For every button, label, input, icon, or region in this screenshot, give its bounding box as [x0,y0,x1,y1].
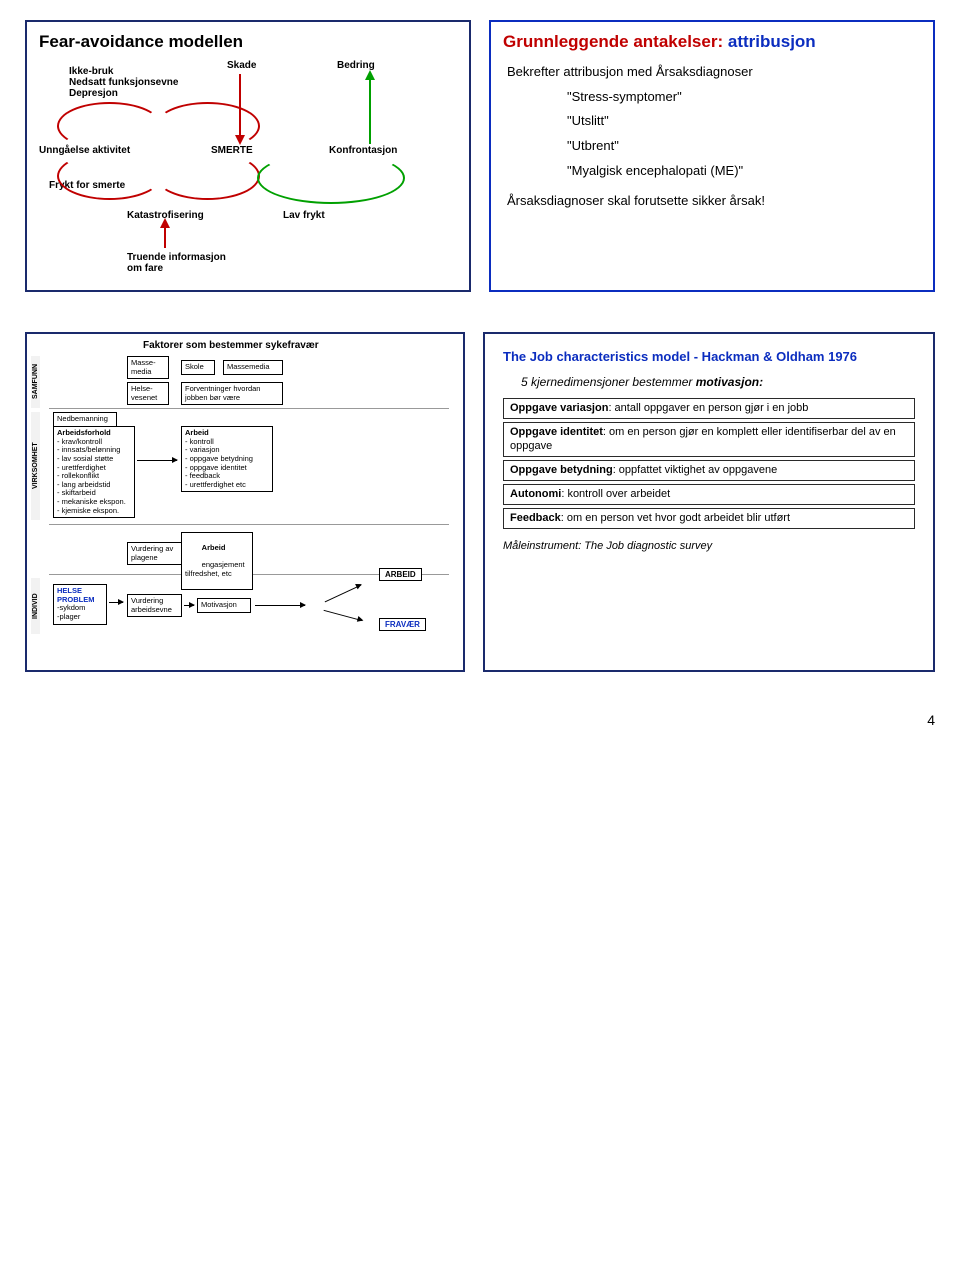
node-skade: Skade [227,60,256,71]
arrowhead-katastro [160,218,170,228]
node-ikke-bruk: Ikke-bruk Nedsatt funksjonsevne Depresjo… [69,66,178,99]
attr-symptom-0: "Stress-symptomer" [507,85,921,110]
box-fravaer-out: FRAVÆR [379,618,426,631]
br-item-4-text: : om en person vet hvor godt arbeidet bl… [561,512,790,524]
hline-2 [49,524,449,525]
row-2: Faktorer som bestemmer sykefravær SAMFUN… [25,332,935,672]
arbeidsforhold-items: - krav/kontroll - innsats/belønning - la… [57,437,126,515]
fa-title: Fear-avoidance modellen [39,32,457,52]
region-virksomhet: VIRKSOMHET [31,412,40,520]
region-individ: INDIVID [31,578,40,634]
arrow-1 [137,460,177,461]
line-skade-smerte [239,74,241,142]
attr-heading-suffix: attribusjon [728,32,816,51]
box-nedbemanning: Nedbemanning [53,412,117,427]
arrowhead-bedring [365,70,375,80]
br-sub-prefix: 5 kjernedimensjoner bestemmer [521,375,692,389]
attr-line1: Bekrefter attribusjon med Årsaksdiagnose… [507,60,921,85]
arrow-5b [324,610,363,621]
box-helse-problem: HELSE PROBLEM -sykdom -plager [53,584,107,625]
arrowhead-smerte [235,135,245,145]
arbeid-eng-title: Arbeid [202,543,226,552]
br-item-4: Feedback: om en person vet hvor godt arb… [503,508,915,529]
box-arbeid-out: ARBEID [379,568,422,581]
arbeid-items: - kontroll - variasjon - oppgave betydni… [185,437,253,489]
box-vurdering-arbeidsevne: Vurdering arbeidsevne [127,594,182,617]
br-item-0-text: : antall oppgaver en person gjør i en jo… [608,402,808,414]
arrow-4 [255,605,305,606]
attr-heading-prefix: Grunnleggende antakelser: [503,32,723,51]
br-item-3-text: : kontroll over arbeidet [561,488,670,500]
arc-bot-right [155,152,260,200]
br-item-3: Autonomi: kontroll over arbeidet [503,484,915,505]
node-lav-frykt: Lav frykt [283,210,325,221]
box-vurdering-plagene: Vurdering av plagene [127,542,182,565]
arc-top-left [57,102,162,150]
attr-symptom-3: "Myalgisk encephalopati (ME)" [507,159,921,184]
br-subtitle: 5 kjernedimensjoner bestemmer motivasjon… [521,374,915,390]
panel-sykefravaer: Faktorer som bestemmer sykefravær SAMFUN… [25,332,465,672]
region-samfunn: SAMFUNN [31,356,40,408]
box-massemedia: Masse- media [127,356,169,379]
br-item-3-label: Autonomi [510,488,561,500]
row-1: Fear-avoidance modellen Ikke-bruk Nedsat… [25,20,935,292]
br-title: The Job characteristics model - Hackman … [503,348,915,366]
bl-diagram: Faktorer som bestemmer sykefravær SAMFUN… [33,340,457,650]
panel-attribusjon: Grunnleggende antakelser: attribusjon Be… [489,20,935,292]
bl-title: Faktorer som bestemmer sykefravær [143,340,319,351]
box-helsevesenet: Helse- vesenet [127,382,169,405]
box-forventninger: Forventninger hvordan jobben bør være [181,382,283,405]
page-number: 4 [25,712,935,728]
box-arbeid-engasjement: Arbeid engasjementtilfredshet, etc [181,532,253,590]
box-motivasjon: Motivasjon [197,598,251,613]
attr-symptom-2: "Utbrent" [507,134,921,159]
line-konf-bedring [369,74,371,144]
br-item-4-label: Feedback [510,512,561,524]
box-skole: Skole [181,360,215,375]
attr-footer: Årsaksdiagnoser skal forutsette sikker å… [507,189,921,214]
br-item-1-label: Oppgave identitet [510,426,603,438]
br-item-1: Oppgave identitet: om en person gjør en … [503,422,915,458]
box-arbeid: Arbeid - kontroll - variasjon - oppgave … [181,426,273,492]
br-item-0-label: Oppgave variasjon [510,402,608,414]
helse-problem-items: -sykdom -plager [57,603,85,621]
fa-diagram: Ikke-bruk Nedsatt funksjonsevne Depresjo… [39,60,457,280]
attr-body: Bekrefter attribusjon med Årsaksdiagnose… [503,60,921,214]
br-item-2-text: : oppfattet viktighet av oppgavene [613,464,778,476]
arrow-2 [109,602,123,603]
br-body: The Job characteristics model - Hackman … [497,344,921,558]
node-truende: Truende informasjon om fare [127,252,226,274]
arc-bot-left [57,152,162,200]
attr-heading: Grunnleggende antakelser: attribusjon [503,32,921,52]
box-arbeidsforhold: Arbeidsforhold - krav/kontroll - innsats… [53,426,135,518]
attr-symptom-1: "Utslitt" [507,109,921,134]
helse-problem-title: HELSE PROBLEM [57,586,95,604]
br-item-0: Oppgave variasjon: antall oppgaver en pe… [503,398,915,419]
arbeid-eng-rest: engasjementtilfredshet, etc [185,560,245,578]
arrow-5a [325,585,362,603]
br-item-2: Oppgave betydning: oppfattet viktighet a… [503,460,915,481]
box-massemedia2: Massemedia [223,360,283,375]
arrow-3 [184,605,194,606]
arc-green-bottom [257,152,405,204]
br-item-2-label: Oppgave betydning [510,464,613,476]
br-sub-bold: motivasjon: [696,375,763,389]
hline-1 [49,408,449,409]
panel-job-characteristics: The Job characteristics model - Hackman … [483,332,935,672]
br-footer: Måleinstrument: The Job diagnostic surve… [503,539,915,554]
panel-fear-avoidance: Fear-avoidance modellen Ikke-bruk Nedsat… [25,20,471,292]
